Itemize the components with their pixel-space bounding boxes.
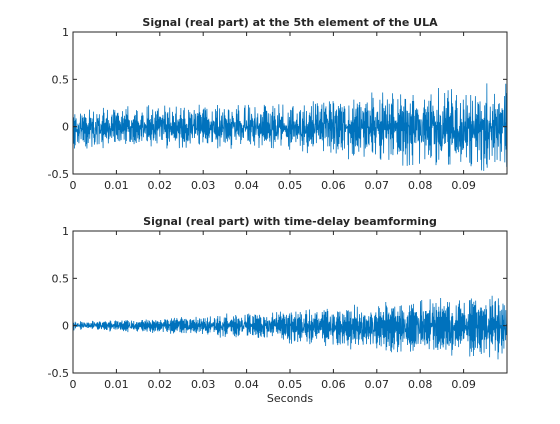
x-tick-label: 0.02	[148, 179, 173, 192]
x-tick-label: 0.05	[278, 378, 303, 391]
y-tick-label: -0.5	[48, 168, 69, 181]
x-tick-label: 0.04	[234, 179, 259, 192]
x-tick-label: 0.01	[104, 378, 129, 391]
y-axis: -0.5 0 0.5 1	[48, 225, 507, 380]
y-tick-label: 1	[62, 26, 69, 39]
x-tick-label: 0.08	[408, 378, 433, 391]
axes-top: Signal (real part) at the 5th element of…	[48, 16, 508, 192]
x-tick-label: 0.07	[365, 378, 390, 391]
y-tick-label: 0	[62, 121, 69, 134]
x-tick-label: 0.08	[408, 179, 433, 192]
x-tick-label: 0.06	[321, 179, 346, 192]
series-line	[72, 295, 508, 360]
x-tick-label: 0.07	[365, 179, 390, 192]
x-tick-label: 0.06	[321, 378, 346, 391]
y-tick-label: -0.5	[48, 367, 69, 380]
y-tick-label: 0	[62, 320, 69, 333]
y-axis: -0.5 0 0.5 1	[48, 26, 507, 181]
x-tick-label: 0.04	[234, 378, 259, 391]
series-line	[72, 83, 508, 171]
x-tick-label: 0.09	[451, 179, 476, 192]
x-tick-label: 0.05	[278, 179, 303, 192]
x-axis: 0 0.01 0.02 0.03 0.04 0.05 0.06 0.07 0.08 0.09	[70, 32, 476, 192]
y-tick-label: 1	[62, 225, 69, 238]
x-tick-label: 0	[70, 179, 77, 192]
x-axis-label: Seconds	[267, 392, 313, 405]
axes-bottom: Signal (real part) with time-delay beamf…	[48, 215, 508, 405]
x-axis: 0 0.01 0.02 0.03 0.04 0.05 0.06 0.07 0.08 0.09	[70, 231, 476, 391]
x-tick-label: 0.03	[191, 179, 216, 192]
x-tick-label: 0	[70, 378, 77, 391]
x-tick-label: 0.02	[148, 378, 173, 391]
chart-title: Signal (real part) with time-delay beamf…	[143, 215, 437, 228]
y-tick-label: 0.5	[52, 272, 70, 285]
chart-title: Signal (real part) at the 5th element of…	[142, 16, 438, 29]
x-tick-label: 0.03	[191, 378, 216, 391]
x-tick-label: 0.01	[104, 179, 129, 192]
y-tick-label: 0.5	[52, 73, 70, 86]
x-tick-label: 0.09	[451, 378, 476, 391]
